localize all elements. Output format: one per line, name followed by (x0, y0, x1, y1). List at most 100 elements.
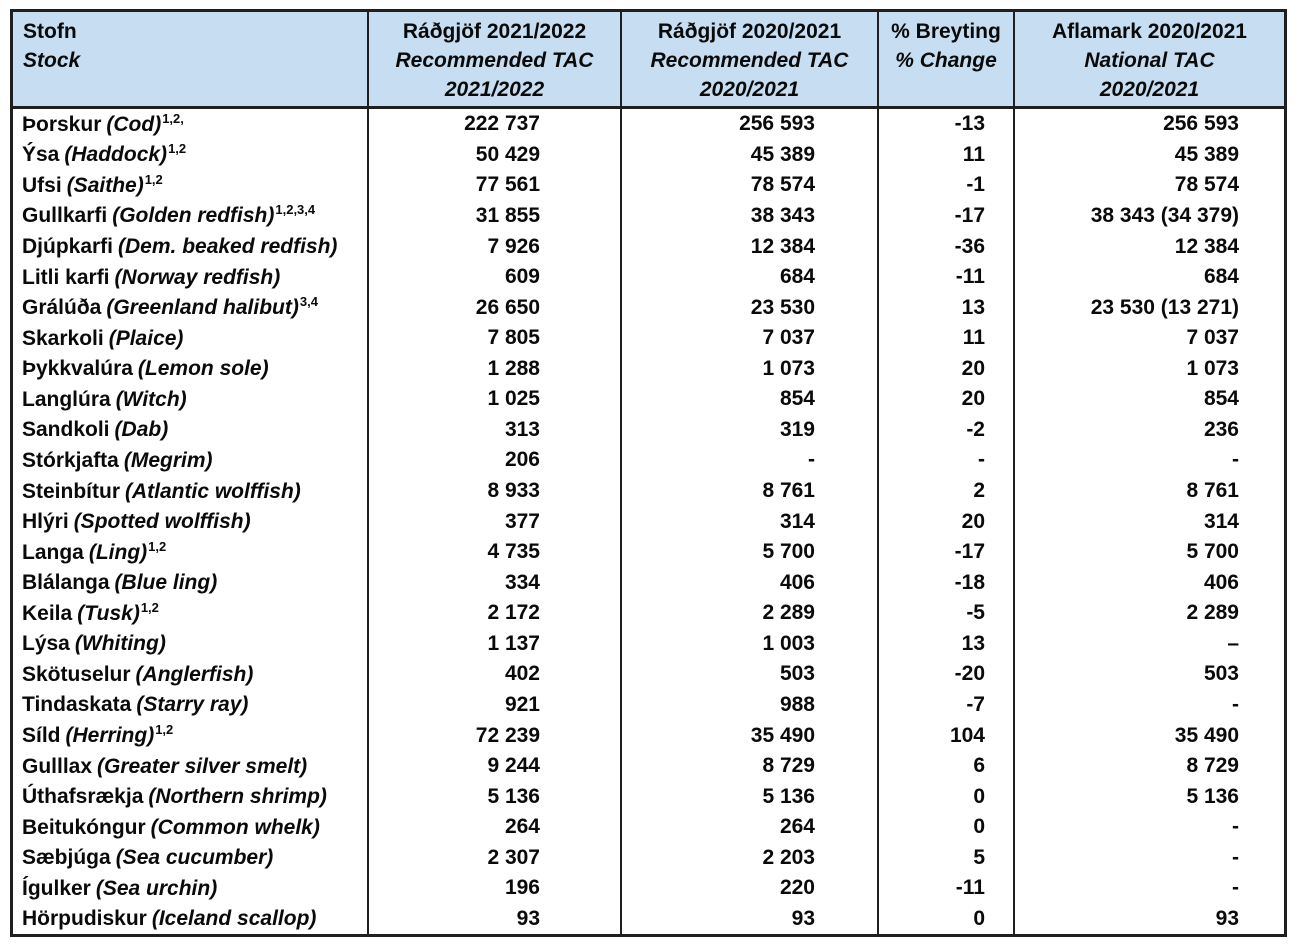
percent-change-cell: 13 (877, 628, 1013, 660)
header-tac-2021-2022-line1: Ráðgjöf 2021/2022 (402, 20, 587, 43)
national-tac-cell: 684 (1013, 261, 1284, 293)
recommended-tac-2021-2022-cell: 2 307 (367, 842, 620, 874)
national-tac-cell: 314 (1013, 506, 1284, 537)
stock-name-icelandic: Litli karfi (22, 265, 110, 289)
stock-name-english: (Iceland scallop) (151, 907, 317, 931)
recommended-tac-2021-2022-cell: 921 (367, 689, 620, 721)
recommended-tac-2020-2021-cell: 7 037 (620, 322, 877, 354)
recommended-tac-2021-2022-cell: 72 239 (367, 720, 620, 751)
stock-name-cell: Þorskur (Cod)1,2, (13, 109, 367, 140)
recommended-tac-2021-2022-cell: 313 (367, 414, 620, 446)
table-row: Blálanga (Blue ling) 334 406 -18 406 (13, 567, 1284, 598)
table-row: Hörpudiskur (Iceland scallop) 93 93 0 93 (13, 903, 1284, 935)
table-row: Síld (Herring)1,2 72 239 35 490 104 35 49… (13, 720, 1284, 751)
national-tac-cell: 5 136 (1013, 781, 1284, 812)
stock-name-icelandic: Hlýri (22, 510, 69, 534)
national-tac-cell: 256 593 (1013, 109, 1284, 140)
table-row: Úthafsrækja (Northern shrimp) 5 136 5 136… (13, 781, 1284, 812)
recommended-tac-2021-2022-cell: 222 737 (367, 109, 620, 140)
percent-change-cell: 20 (877, 506, 1013, 537)
header-tac-2021-2022-line3: 2021/2022 (444, 78, 545, 101)
percent-change-cell: -18 (877, 567, 1013, 598)
footnote-marker: 1,2 (168, 141, 187, 157)
recommended-tac-2020-2021-cell: 1 073 (620, 353, 877, 385)
header-stock: Stofn Stock (13, 12, 367, 106)
stock-name-icelandic: Ýsa (22, 143, 60, 167)
table-row: Skarkoli (Plaice) 7 805 7 037 11 7 037 (13, 322, 1284, 354)
recommended-tac-2021-2022-cell: 402 (367, 659, 620, 690)
recommended-tac-2021-2022-cell: 377 (367, 506, 620, 537)
national-tac-cell: 38 343 (34 379) (1013, 200, 1284, 232)
recommended-tac-2021-2022-cell: 5 136 (367, 781, 620, 812)
stock-name-icelandic: Beitukóngur (22, 815, 146, 839)
recommended-tac-2021-2022-cell: 31 855 (367, 200, 620, 232)
footnote-marker: 1,2 (140, 599, 159, 615)
national-tac-cell: 503 (1013, 659, 1284, 690)
percent-change-cell: -11 (877, 873, 1013, 904)
stock-name-cell: Beitukóngur (Common whelk) (13, 812, 367, 843)
recommended-tac-2021-2022-cell: 206 (367, 445, 620, 476)
stock-name-english: (Spotted wolffish) (73, 510, 251, 534)
national-tac-cell: 854 (1013, 384, 1284, 415)
recommended-tac-2021-2022-cell: 1 025 (367, 384, 620, 415)
header-tac-2021-2022: Ráðgjöf 2021/2022 Recommended TAC 2021/2… (367, 12, 620, 106)
stock-name-icelandic: Lýsa (22, 632, 70, 656)
recommended-tac-2020-2021-cell: 684 (620, 261, 877, 293)
percent-change-cell: -17 (877, 536, 1013, 568)
stock-name-english: (Norway redfish) (114, 265, 281, 289)
stock-name-cell: Gulllax (Greater silver smelt) (13, 751, 367, 782)
stock-name-icelandic: Grálúða (22, 296, 102, 320)
stock-name-icelandic: Úthafsrækja (22, 785, 144, 809)
stock-name-cell: Síld (Herring)1,2 (13, 720, 367, 751)
stock-name-english: (Sea urchin) (95, 876, 218, 900)
national-tac-cell: 35 490 (1013, 720, 1284, 751)
stock-name-icelandic: Stórkjafta (22, 448, 119, 472)
stock-name-english: (Greenland halibut) (106, 296, 299, 320)
recommended-tac-2021-2022-cell: 93 (367, 903, 620, 935)
stock-name-english: (Golden redfish) (112, 204, 275, 228)
stock-name-english: (Blue ling) (114, 571, 218, 595)
table-row: Langa (Ling)1,2 4 735 5 700 -17 5 700 (13, 536, 1284, 568)
stock-name-icelandic: Steinbítur (22, 479, 120, 503)
table-row: Sæbjúga (Sea cucumber) 2 307 2 203 5 - (13, 842, 1284, 874)
stock-name-icelandic: Skötuselur (22, 662, 131, 686)
recommended-tac-2021-2022-cell: 4 735 (367, 536, 620, 568)
stock-name-icelandic: Þorskur (22, 112, 102, 136)
national-tac-cell: 2 289 (1013, 598, 1284, 629)
table-body: Þorskur (Cod)1,2, 222 737 256 593 -13 256… (13, 109, 1284, 935)
percent-change-cell: -5 (877, 598, 1013, 629)
table-row: Þorskur (Cod)1,2, 222 737 256 593 -13 256… (13, 109, 1284, 140)
table-row: Stórkjafta (Megrim) 206 - - - (13, 445, 1284, 476)
stock-name-cell: Skötuselur (Anglerfish) (13, 659, 367, 690)
stock-name-icelandic: Sandkoli (22, 418, 110, 442)
recommended-tac-2020-2021-cell: 8 761 (620, 475, 877, 507)
recommended-tac-2021-2022-cell: 609 (367, 261, 620, 293)
stock-name-icelandic: Gulllax (22, 754, 93, 778)
header-stock-icelandic: Stofn (23, 20, 77, 43)
stock-name-english: (Greater silver smelt) (97, 754, 308, 778)
national-tac-cell: 93 (1013, 903, 1284, 935)
percent-change-cell: -7 (877, 689, 1013, 721)
footnote-marker: 1,2 (144, 171, 163, 187)
national-tac-cell: – (1013, 628, 1284, 660)
national-tac-cell: 406 (1013, 567, 1284, 598)
stock-name-english: (Herring) (65, 724, 155, 748)
percent-change-cell: 0 (877, 811, 1013, 843)
percent-change-cell: - (877, 445, 1013, 476)
national-tac-cell: 236 (1013, 414, 1284, 446)
recommended-tac-2020-2021-cell: 35 490 (620, 720, 877, 751)
percent-change-cell: 104 (877, 720, 1013, 751)
recommended-tac-2020-2021-cell: 8 729 (620, 750, 877, 782)
stock-name-cell: Sæbjúga (Sea cucumber) (13, 843, 367, 874)
stock-name-icelandic: Djúpkarfi (22, 235, 114, 259)
stock-name-icelandic: Síld (22, 724, 61, 748)
recommended-tac-2020-2021-cell: 12 384 (620, 231, 877, 262)
recommended-tac-2020-2021-cell: 314 (620, 506, 877, 537)
percent-change-cell: -2 (877, 414, 1013, 446)
stock-name-cell: Gullkarfi (Golden redfish)1,2,3,4 (13, 201, 367, 232)
tac-table: Stofn Stock Ráðgjöf 2021/2022 Recommende… (10, 9, 1287, 937)
recommended-tac-2020-2021-cell: 503 (620, 659, 877, 690)
stock-name-icelandic: Gullkarfi (22, 204, 108, 228)
recommended-tac-2020-2021-cell: 78 574 (620, 170, 877, 201)
recommended-tac-2020-2021-cell: 45 389 (620, 139, 877, 171)
